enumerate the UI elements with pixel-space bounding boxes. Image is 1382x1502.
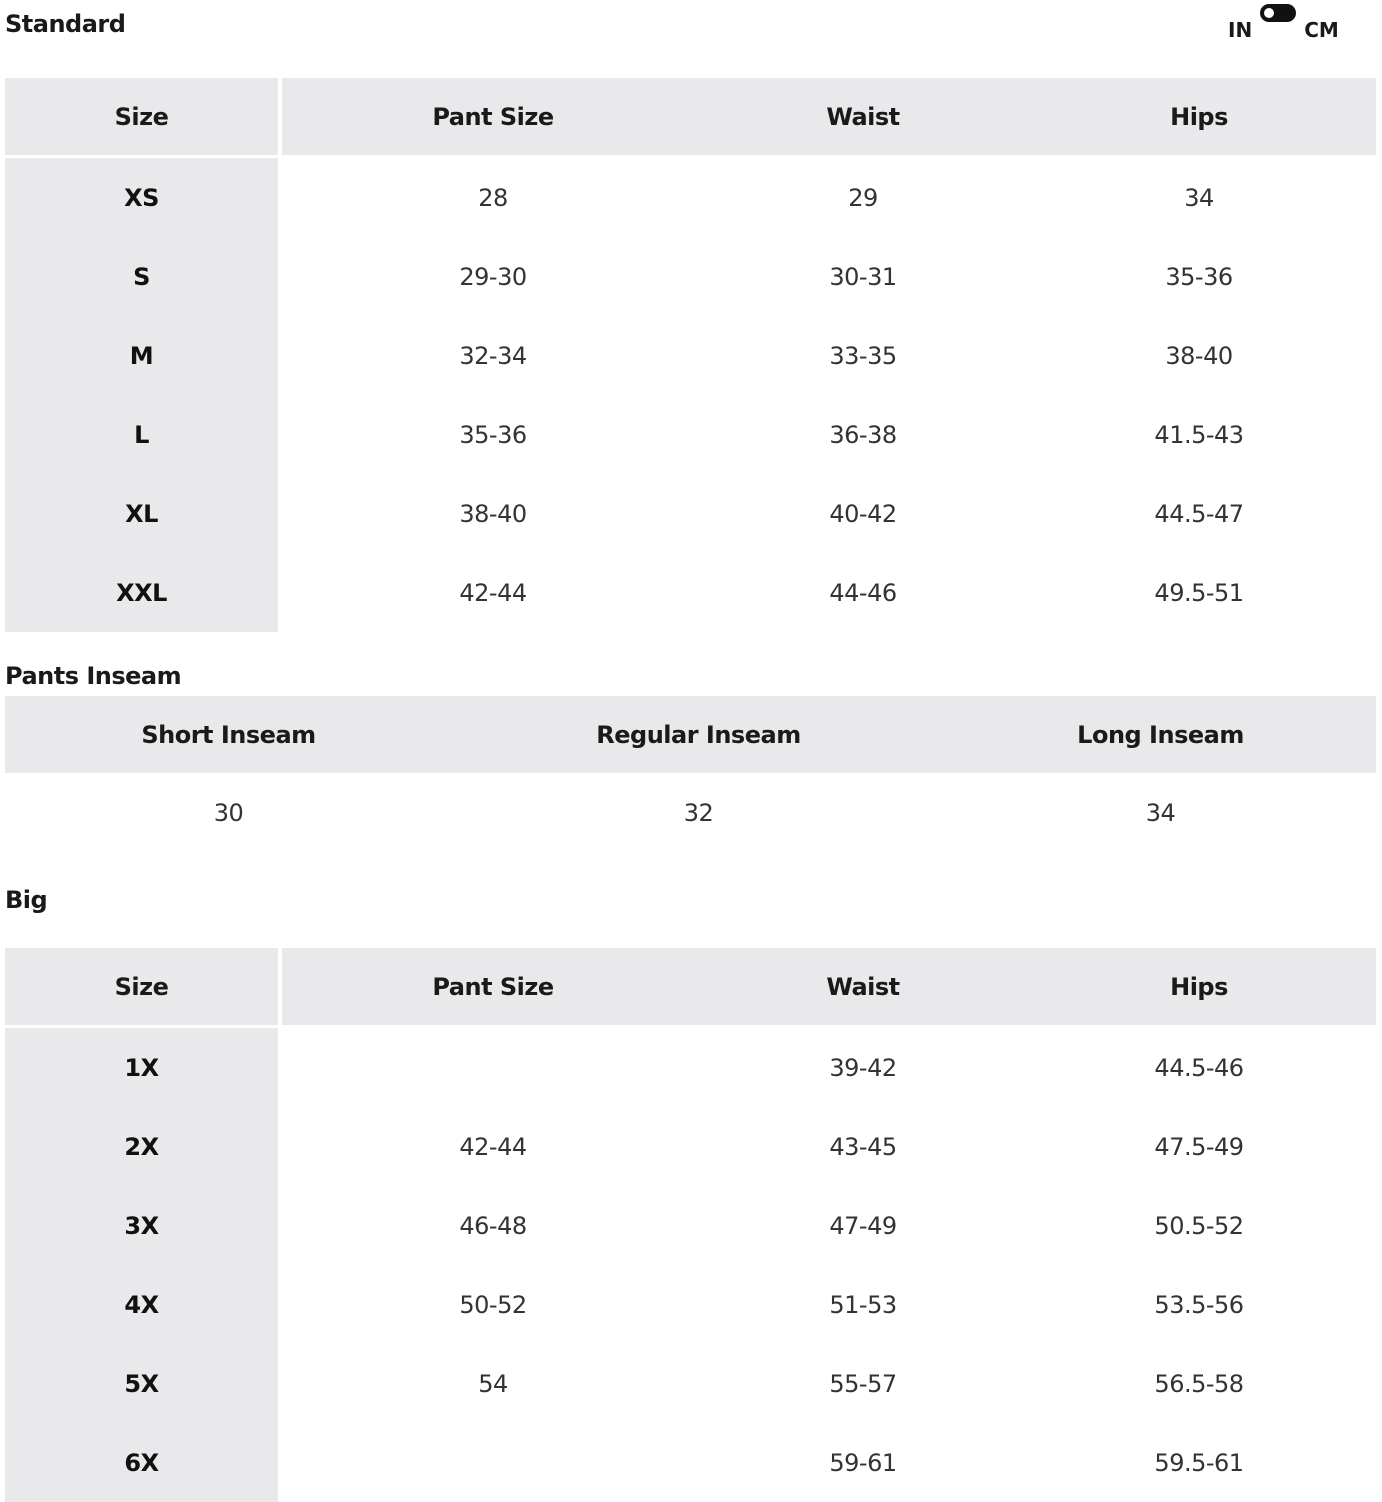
cell-hips: 41.5-43	[1154, 420, 1244, 449]
table-row: XL 38-40 40-42 44.5-47	[5, 474, 1376, 553]
cell-pant-size: 54	[478, 1369, 508, 1398]
cell-waist: 55-57	[829, 1369, 897, 1398]
cell-waist: 59-61	[829, 1448, 897, 1477]
table-row: L 35-36 36-38 41.5-43	[5, 395, 1376, 474]
cell-waist: 47-49	[829, 1211, 897, 1240]
cell-pant-size: 35-36	[459, 420, 527, 449]
spacer	[5, 155, 1376, 158]
table-row: 3X 46-48 47-49 50.5-52	[5, 1186, 1376, 1265]
cell-size: 2X	[5, 1107, 282, 1186]
header-hips: Hips	[1022, 948, 1376, 1025]
table-row: XS 28 29 34	[5, 158, 1376, 237]
big-size-table: Size Pant Size Waist Hips 1X 39-42 44.5-46 2X 42…	[5, 948, 1376, 1502]
cell-pant-size: 38-40	[459, 499, 527, 528]
cell-pant-size: 46-48	[459, 1211, 527, 1240]
header-pant-size: Pant Size	[282, 78, 704, 155]
inseam-value-row: 30 32 34	[5, 773, 1376, 852]
table-row: 4X 50-52 51-53 53.5-56	[5, 1265, 1376, 1344]
cell-pant-size: 28	[478, 183, 508, 212]
cell-waist: 43-45	[829, 1132, 897, 1161]
cell-size: XS	[5, 158, 282, 237]
cell-hips: 44.5-47	[1154, 499, 1244, 528]
cell-hips: 50.5-52	[1154, 1211, 1244, 1240]
cell-waist: 30-31	[829, 262, 897, 291]
cell-waist: 51-53	[829, 1290, 897, 1319]
table-row: 5X 54 55-57 56.5-58	[5, 1344, 1376, 1423]
cell-waist: 40-42	[829, 499, 897, 528]
cell-hips: 34	[1184, 183, 1214, 212]
long-inseam-value: 34	[1145, 798, 1176, 827]
unit-in-label[interactable]: IN	[1228, 18, 1253, 42]
cell-hips: 49.5-51	[1154, 578, 1244, 607]
cell-size: 5X	[5, 1344, 282, 1423]
table-row: XXL 42-44 44-46 49.5-51	[5, 553, 1376, 632]
cell-pant-size: 50-52	[459, 1290, 527, 1319]
cell-hips: 53.5-56	[1154, 1290, 1244, 1319]
cell-pant-size: 29-30	[459, 262, 527, 291]
header-regular-inseam: Regular Inseam	[452, 696, 945, 773]
table-row: S 29-30 30-31 35-36	[5, 237, 1376, 316]
cell-hips: 56.5-58	[1154, 1369, 1244, 1398]
cell-pant-size: 42-44	[459, 1132, 527, 1161]
cell-waist: 33-35	[829, 341, 897, 370]
cell-pant-size	[282, 1028, 704, 1107]
standard-size-table: Size Pant Size Waist Hips XS 28 29 34 S 29-30 30-3…	[5, 78, 1376, 632]
cell-size: M	[5, 316, 282, 395]
cell-waist: 29	[848, 183, 878, 212]
inseam-table: Short Inseam Regular Inseam Long Inseam …	[5, 696, 1376, 852]
unit-switch[interactable]	[1260, 4, 1297, 22]
table-row: 2X 42-44 43-45 47.5-49	[5, 1107, 1376, 1186]
switch-knob	[1264, 8, 1275, 18]
cell-size: XL	[5, 474, 282, 553]
inseam-title: Pants Inseam	[5, 662, 182, 690]
unit-toggle[interactable]: IN CM	[1228, 4, 1339, 42]
cell-size: 6X	[5, 1423, 282, 1502]
cell-hips: 47.5-49	[1154, 1132, 1244, 1161]
inseam-header-row: Short Inseam Regular Inseam Long Inseam	[5, 696, 1376, 773]
cell-size: L	[5, 395, 282, 474]
header-size: Size	[5, 78, 282, 155]
cell-pant-size: 42-44	[459, 578, 527, 607]
regular-inseam-value: 32	[683, 798, 714, 827]
header-short-inseam: Short Inseam	[5, 696, 452, 773]
cell-hips: 38-40	[1165, 341, 1233, 370]
unit-cm-label[interactable]: CM	[1304, 18, 1339, 42]
big-title: Big	[5, 886, 48, 914]
cell-size: 3X	[5, 1186, 282, 1265]
cell-size: 4X	[5, 1265, 282, 1344]
short-inseam-value: 30	[213, 798, 244, 827]
header-waist: Waist	[704, 78, 1022, 155]
cell-pant-size	[282, 1423, 704, 1502]
table-row: 6X 59-61 59.5-61	[5, 1423, 1376, 1502]
cell-waist: 44-46	[829, 578, 897, 607]
header-pant-size: Pant Size	[282, 948, 704, 1025]
cell-waist: 39-42	[829, 1053, 897, 1082]
header-size: Size	[5, 948, 282, 1025]
cell-waist: 36-38	[829, 420, 897, 449]
cell-hips: 44.5-46	[1154, 1053, 1244, 1082]
header-long-inseam: Long Inseam	[945, 696, 1376, 773]
cell-hips: 35-36	[1165, 262, 1233, 291]
cell-size: 1X	[5, 1028, 282, 1107]
header-hips: Hips	[1022, 78, 1376, 155]
header-row: Size Pant Size Waist Hips	[5, 948, 1376, 1025]
table-row: M 32-34 33-35 38-40	[5, 316, 1376, 395]
table-row: 1X 39-42 44.5-46	[5, 1028, 1376, 1107]
cell-pant-size: 32-34	[459, 341, 527, 370]
cell-size: XXL	[5, 553, 282, 632]
standard-title: Standard	[5, 10, 126, 38]
header-row: Size Pant Size Waist Hips	[5, 78, 1376, 155]
cell-size: S	[5, 237, 282, 316]
header-waist: Waist	[704, 948, 1022, 1025]
cell-hips: 59.5-61	[1154, 1448, 1244, 1477]
spacer	[5, 1025, 1376, 1028]
